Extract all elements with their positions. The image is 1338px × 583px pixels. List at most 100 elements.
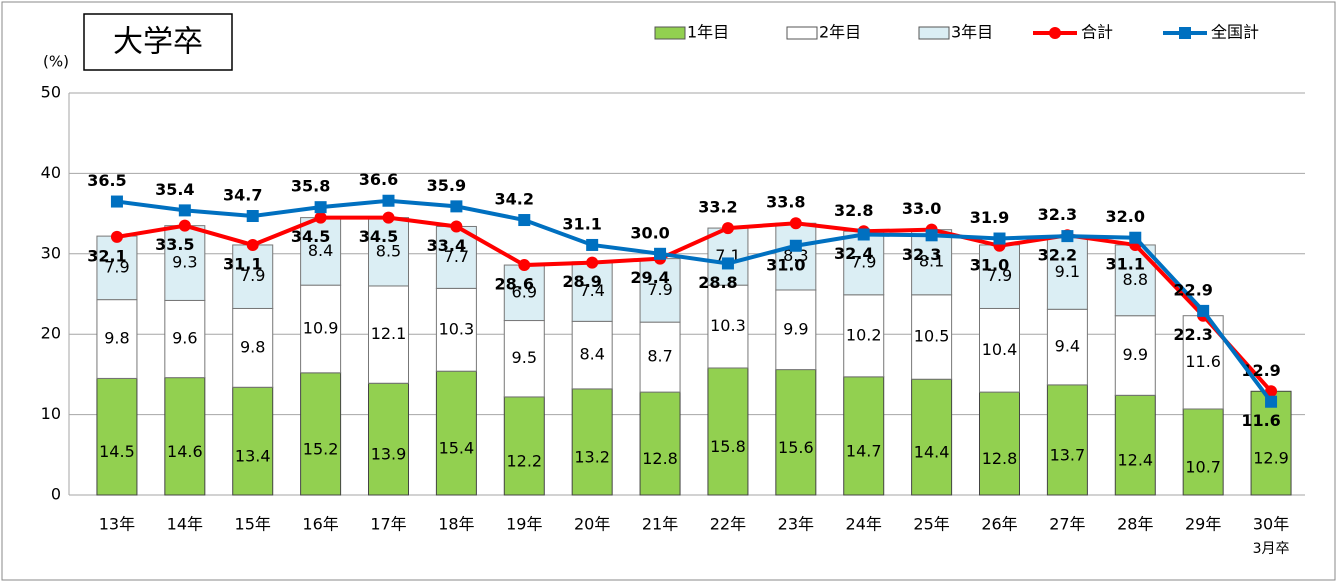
line-value-label: 31.1	[1106, 254, 1145, 273]
bar-value-label: 15.4	[439, 439, 475, 458]
x-tick-label: 29年	[1185, 515, 1221, 534]
bar-value-label: 10.9	[303, 318, 339, 337]
legend-marker	[1049, 27, 1061, 39]
marker	[450, 220, 463, 233]
y-tick-label: 10	[41, 404, 61, 423]
marker	[586, 238, 599, 251]
bar-value-label: 10.2	[846, 325, 882, 344]
marker	[1061, 230, 1074, 243]
bar-value-label: 8.7	[647, 347, 672, 366]
x-tick-label: 27年	[1049, 515, 1085, 534]
bar-segment	[1250, 390, 1292, 496]
marker	[586, 256, 599, 269]
bar-segment	[435, 287, 477, 372]
line-value-label: 32.3	[1038, 205, 1077, 224]
bar-segment	[979, 307, 1020, 393]
legend-label: 2年目	[819, 23, 861, 42]
legend-label: 全国計	[1211, 23, 1259, 42]
line-value-label: 34.2	[495, 190, 534, 209]
bar-value-label: 13.2	[574, 447, 610, 466]
y-tick-label: 0	[51, 485, 61, 504]
bar-value-label: 10.3	[439, 319, 475, 338]
legend-marker	[1179, 27, 1191, 39]
bar-value-label: 15.8	[710, 437, 746, 456]
line-value-label: 36.6	[359, 170, 398, 189]
bar-segment	[164, 377, 206, 496]
marker	[110, 230, 123, 243]
line-value-label: 31.9	[970, 208, 1009, 227]
bar-value-label: 7.9	[851, 253, 876, 272]
x-tick-label: 19年	[506, 515, 542, 534]
bar-value-label: 10.4	[982, 340, 1018, 359]
y-tick-label: 40	[41, 163, 61, 182]
marker	[450, 200, 463, 213]
y-axis-label: (%)	[43, 53, 69, 71]
bar-value-label: 8.8	[1123, 270, 1148, 289]
bar-value-label: 15.2	[303, 439, 339, 458]
bar-segment	[96, 235, 138, 301]
bar-value-label: 14.7	[846, 441, 882, 460]
marker	[246, 238, 259, 251]
x-tick-label: 25年	[913, 515, 949, 534]
bar-segment	[979, 391, 1020, 496]
title-box	[83, 13, 233, 71]
y-tick-label: 20	[41, 324, 61, 343]
marker	[518, 259, 531, 272]
x-tick-label: 24年	[846, 515, 882, 534]
legend-label: 1年目	[687, 23, 729, 42]
bar-value-label: 7.9	[647, 280, 672, 299]
bar-value-label: 10.5	[914, 327, 950, 346]
x-tick-label: 30年	[1253, 515, 1289, 534]
bar-segment	[1046, 235, 1088, 310]
bar-segment	[232, 244, 274, 309]
bar-segment	[571, 388, 613, 496]
x-tick-label: 23年	[778, 515, 814, 534]
x-tick-label: 22年	[710, 515, 746, 534]
chart-title: 大学卒	[113, 25, 203, 60]
bar-value-label: 15.6	[778, 438, 814, 457]
bar-segment	[843, 376, 885, 496]
line-value-label: 28.9	[562, 272, 601, 291]
bar-segment	[707, 367, 749, 496]
line-value-label: 32.0	[1106, 207, 1145, 226]
bar-value-label: 13.9	[371, 445, 407, 464]
line-value-label: 31.1	[223, 254, 262, 273]
marker	[857, 228, 870, 241]
marker	[246, 210, 259, 223]
y-tick-label: 50	[41, 83, 61, 102]
bar-value-label: 9.1	[1055, 262, 1080, 281]
line-value-label: 34.5	[291, 227, 330, 246]
line-value-label: 30.0	[630, 223, 669, 242]
line-value-label: 32.3	[902, 245, 941, 264]
marker	[925, 229, 938, 242]
x-tick-label: 28年	[1117, 515, 1153, 534]
bar-segment	[435, 225, 477, 289]
bar-value-label: 7.7	[444, 247, 469, 266]
legend-swatch	[654, 26, 686, 40]
bar-value-label: 9.5	[512, 348, 537, 367]
line-value-label: 33.8	[766, 193, 805, 212]
bar-segment	[707, 284, 749, 369]
bar-segment	[571, 320, 613, 390]
marker	[314, 201, 327, 214]
bar-value-label: 9.8	[104, 329, 129, 348]
marker	[721, 257, 734, 270]
bar-value-label: 10.3	[710, 316, 746, 335]
bar-segment	[911, 294, 953, 380]
bar-value-label: 7.9	[104, 257, 129, 276]
bar-value-label: 14.6	[167, 442, 203, 461]
bar-segment	[1114, 394, 1156, 496]
line-value-label: 32.4	[834, 244, 873, 263]
bar-segment	[639, 391, 681, 496]
bar-segment	[843, 294, 885, 378]
bar-value-label: 9.4	[1055, 337, 1080, 356]
bar-segment	[368, 382, 409, 496]
bar-value-label: 12.1	[371, 324, 407, 343]
line-value-label: 28.8	[698, 273, 737, 292]
line-value-label: 32.2	[1038, 246, 1077, 265]
bar-value-label: 12.8	[642, 449, 678, 468]
bar-value-label: 8.5	[376, 241, 401, 260]
bar-segment	[775, 222, 817, 291]
line-value-label: 34.5	[359, 227, 398, 246]
